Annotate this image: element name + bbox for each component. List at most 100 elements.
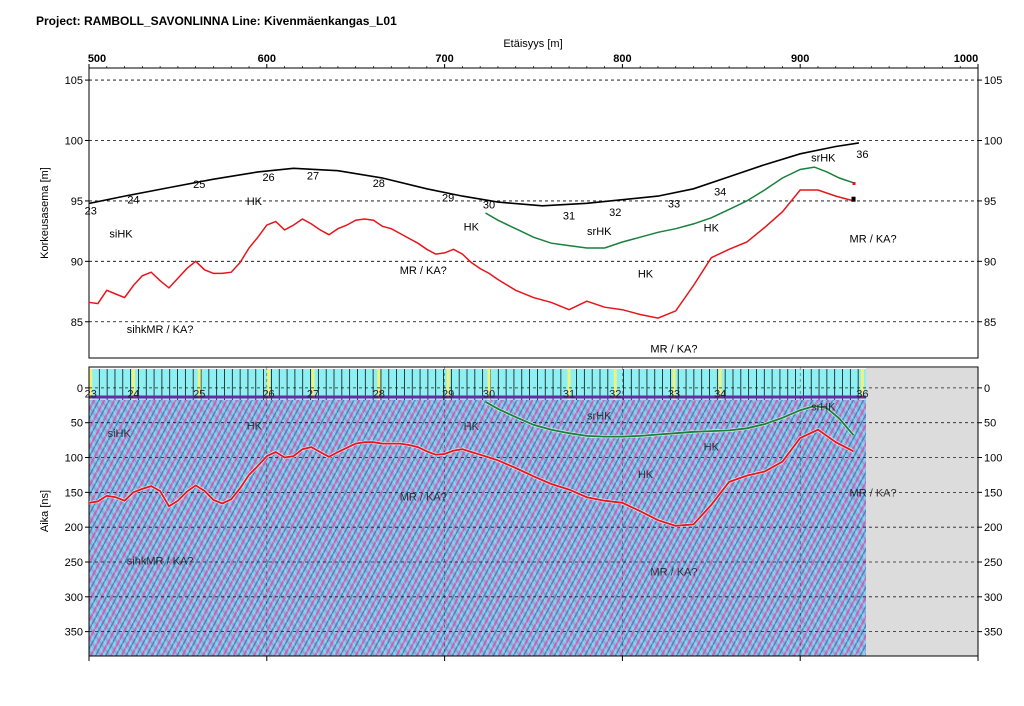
radargram-texture [89, 400, 866, 656]
marker-label: 28 [373, 178, 385, 190]
marker-label: 31 [563, 389, 575, 401]
marker-label: 27 [307, 171, 319, 183]
marker-label: 33 [668, 198, 680, 210]
annotation-label: MR / KA? [850, 233, 897, 245]
annotation-label: HK [638, 469, 654, 481]
annotation-label: sihkMR / KA? [127, 556, 194, 568]
y-tick-label-left: 200 [65, 522, 83, 534]
strip-marker [718, 369, 722, 400]
y-tick-label-left: 0 [77, 383, 83, 395]
y-tick-label-right: 150 [984, 487, 1002, 499]
marker-label: 24 [127, 389, 139, 401]
y-tick-label-left: 300 [65, 592, 83, 604]
marker-label: 31 [563, 210, 575, 222]
annotation-label: HK [464, 421, 480, 433]
annotation-label: HK [464, 221, 480, 233]
marker-label: 32 [609, 389, 621, 401]
line-interface-green [485, 166, 854, 249]
no-data-area [866, 368, 978, 656]
marker-label: 23 [85, 206, 97, 218]
y-tick-label-right: 50 [984, 418, 996, 430]
line-surface [89, 142, 860, 207]
strip-marker [613, 369, 617, 400]
elevation-panel-frame [88, 67, 979, 359]
annotation-label: MR / KA? [650, 567, 697, 579]
strip-marker [567, 369, 571, 400]
x-tick-label: 800 [613, 53, 631, 65]
annotation-label: MR / KA? [400, 265, 447, 277]
strip-marker [377, 369, 381, 400]
annotation-label: MR / KA? [400, 492, 447, 504]
x-tick-label: 900 [791, 53, 809, 65]
radargram-series [89, 400, 855, 528]
marker-label: 23 [85, 389, 97, 401]
y-tick-label-left: 250 [65, 557, 83, 569]
marker-label: 36 [856, 149, 868, 161]
y-tick-label-left: 95 [71, 196, 83, 208]
page-title: Project: RAMBOLL_SAVONLINNA Line: Kivenm… [36, 14, 397, 28]
annotation-label: srHK [811, 402, 836, 414]
annotation-label: siHK [109, 229, 133, 241]
marker-label: 36 [856, 389, 868, 401]
y-tick-label-right: 95 [984, 196, 996, 208]
marker-label: 30 [483, 389, 495, 401]
marker-label: 28 [373, 389, 385, 401]
strip-marker [487, 369, 491, 400]
y-tick-label-left: 150 [65, 487, 83, 499]
x-tick-label: 1000 [954, 53, 978, 65]
y-tick-label-right: 105 [984, 75, 1002, 87]
marker-label: 34 [714, 389, 726, 401]
x-tick-label: 700 [435, 53, 453, 65]
elevation-series [89, 142, 860, 319]
annotation-label: siHK [108, 428, 132, 440]
y-axis-label-elevation: Korkeusasema [m] [39, 167, 51, 259]
y-tick-label-left: 100 [65, 453, 83, 465]
y-tick-label-right: 90 [984, 256, 996, 268]
marker-label: 29 [442, 192, 454, 204]
annotation-label: HK [704, 441, 720, 453]
annotation-label: MR / KA? [650, 343, 697, 355]
annotation-label: HK [704, 223, 720, 235]
annotation-label: srHK [587, 411, 612, 423]
line-interface-red [89, 189, 854, 319]
y-axis-label-time: Aika [ns] [39, 490, 51, 532]
radargram-labels: 23 24 25 26 27 28 29 30 31 32 33 34 36 siHK HK HK srHK HK… [85, 389, 897, 579]
strip-marker [131, 369, 135, 400]
x-tick-label: 500 [88, 53, 106, 65]
y-tick-label-right: 100 [984, 136, 1002, 148]
radargram-grid [88, 367, 979, 656]
line-interface-green [485, 401, 855, 438]
marker-strip-ticks [89, 369, 866, 400]
y-tick-label-right: 350 [984, 627, 1002, 639]
marker-label: 25 [193, 389, 205, 401]
marker-label: 30 [483, 200, 495, 212]
annotation-label: srHK [587, 226, 612, 238]
y-tick-label-left: 100 [65, 136, 83, 148]
y-tick-label-right: 100 [984, 453, 1002, 465]
endpoint-marker [851, 196, 856, 202]
strip-marker [446, 369, 450, 400]
annotation-label: srHK [811, 152, 836, 164]
marker-label: 27 [307, 389, 319, 401]
strip-marker [860, 369, 864, 400]
marker-label: 25 [193, 179, 205, 191]
marker-label: 33 [668, 389, 680, 401]
y-tick-label-right: 300 [984, 592, 1002, 604]
y-tick-label-right: 200 [984, 522, 1002, 534]
marker-label: 29 [442, 389, 454, 401]
elevation-labels: 23 24 25 26 27 28 29 30 31 32 33 34 36 siHK HK HK srHK HK… [85, 149, 897, 356]
marker-label: 26 [262, 389, 274, 401]
annotation-label: HK [247, 196, 263, 208]
strip-marker [311, 369, 315, 400]
y-tick-label-left: 350 [65, 627, 83, 639]
annotation-label: sihkMR / KA? [127, 324, 194, 336]
marker-label: 34 [714, 186, 726, 198]
strip-marker [89, 369, 93, 400]
y-tick-label-right: 250 [984, 557, 1002, 569]
annotation-label: MR / KA? [850, 487, 897, 499]
y-tick-label-left: 85 [71, 317, 83, 329]
elevation-grid [89, 79, 978, 323]
strip-marker [267, 369, 271, 400]
